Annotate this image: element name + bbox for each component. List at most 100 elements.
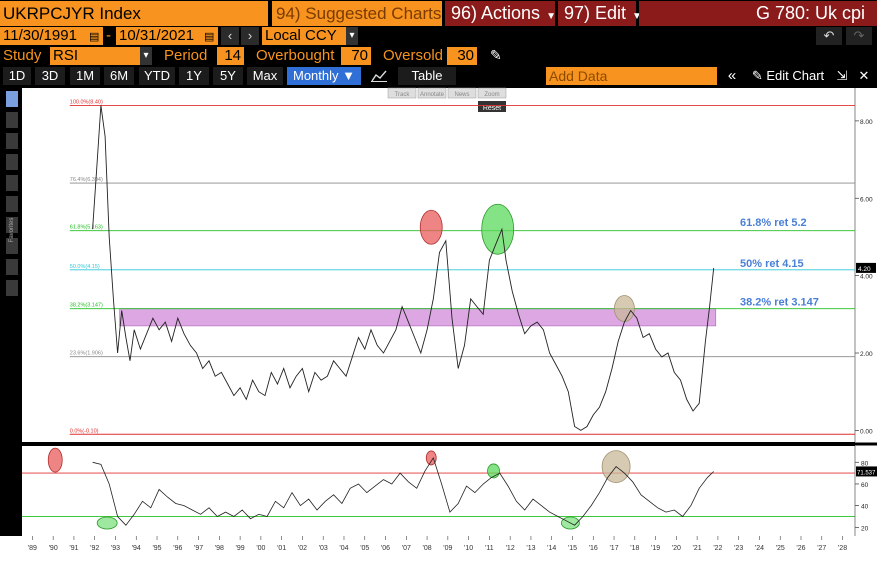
tf-1d[interactable]: 1D: [3, 67, 31, 85]
tf-max[interactable]: Max: [247, 67, 283, 85]
bar-tool-icon: [6, 175, 18, 191]
overbought-input[interactable]: 70: [341, 47, 371, 65]
calendar-icon: ▤: [89, 31, 100, 43]
calendar-icon: ▤: [204, 31, 215, 43]
peak-highlight-red: [419, 209, 443, 245]
x-tick-label: '20: [672, 545, 681, 552]
suggested-charts-button[interactable]: 94) Suggested Charts: [272, 1, 442, 26]
rsi-highlight-green: [96, 516, 118, 530]
add-data-placeholder: Add Data: [549, 68, 608, 84]
x-tick-label: '27: [817, 545, 826, 552]
y-tick-label: 8.00: [860, 119, 873, 126]
mini-tool-zoom: [477, 87, 507, 99]
redo-button[interactable]: ↷: [846, 27, 872, 45]
tf-ytd[interactable]: YTD: [139, 67, 175, 85]
x-tick-label: '25: [776, 545, 785, 552]
line-chart-icon[interactable]: [368, 67, 390, 85]
prev-period-button[interactable]: ‹: [221, 27, 239, 45]
add-data-input[interactable]: Add Data: [546, 67, 717, 85]
rsi-y-tick-label: 80: [861, 460, 869, 467]
chevron-left-icon: ‹: [227, 28, 233, 43]
x-tick-label: '12: [506, 545, 515, 552]
x-tick-label: '18: [630, 545, 639, 552]
x-tick-label: '08: [423, 545, 432, 552]
settings-icon[interactable]: ✕: [855, 67, 873, 85]
edit-chart-label: Edit Chart: [766, 68, 825, 83]
oversold-value: 30: [457, 47, 474, 64]
peak-highlight-green: [481, 203, 515, 255]
fib-level-label: 38.2%(3.147): [70, 303, 103, 309]
chevron-right-icon: ›: [247, 28, 253, 43]
chart-canvas[interactable]: Favorites Track Annotate News Zoom Reset 8.00 6…: [0, 85, 877, 564]
pencil-icon[interactable]: ✎: [490, 47, 502, 63]
fib-annotation: 50% ret 4.15: [740, 258, 804, 270]
chart-area[interactable]: Favorites Track Annotate News Zoom Reset 8.00 6…: [0, 85, 877, 564]
x-tick-label: '14: [547, 545, 556, 552]
start-date: 11/30/1991: [3, 27, 77, 44]
minus-tool-icon: [6, 259, 18, 275]
tf-3d[interactable]: 3D: [35, 67, 65, 85]
x-tick-label: '28: [838, 545, 847, 552]
undo-button[interactable]: ↶: [816, 27, 842, 45]
date-separator: -: [106, 27, 111, 44]
x-tick-label: '04: [339, 545, 348, 552]
actions-menu[interactable]: 96) Actions ▼: [445, 1, 556, 26]
pen-icon: [6, 112, 18, 128]
last-value-label: 4.20: [858, 266, 871, 273]
oversold-label: Oversold: [383, 47, 444, 64]
y-tick-label: 2.00: [860, 351, 873, 358]
x-tick-label: '94: [132, 545, 141, 552]
frequency-select[interactable]: Monthly ▼: [287, 67, 361, 85]
tf-5y[interactable]: 5Y: [213, 67, 243, 85]
mini-tool-annotate: [417, 87, 447, 99]
shade-tool-icon: [6, 280, 18, 296]
x-tick-label: '01: [277, 545, 286, 552]
fib-level-label: 76.4%(6.394): [70, 177, 103, 183]
y-tick-label: 6.00: [860, 196, 873, 203]
tf-1y[interactable]: 1Y: [179, 67, 209, 85]
edit-chart-pencil-icon: ✎: [751, 68, 763, 83]
x-tick-label: '09: [443, 545, 452, 552]
x-tick-label: '16: [589, 545, 598, 552]
x-tick-label: '26: [796, 545, 805, 552]
x-tick-label: '90: [49, 545, 58, 552]
x-tick-label: '21: [693, 545, 702, 552]
rsi-series-line: [92, 456, 714, 526]
edit-label: 97) Edit: [564, 3, 627, 23]
reset-button: [478, 101, 506, 112]
currency-select[interactable]: Local CCY: [262, 27, 346, 45]
start-date-field[interactable]: 11/30/1991 ▤: [0, 27, 103, 45]
study-label: Study: [3, 47, 42, 64]
mini-tool-label: Zoom: [484, 92, 499, 98]
fib-level-label: 23.6%(1.906): [70, 351, 103, 357]
study-select[interactable]: RSI: [50, 47, 140, 65]
chart-id-text: G 780: Uk cpi: [755, 3, 865, 23]
next-period-button[interactable]: ›: [241, 27, 259, 45]
table-button[interactable]: Table: [398, 67, 456, 85]
study-dropdown-icon[interactable]: ▾: [140, 47, 152, 65]
mini-tool-track: [387, 87, 417, 99]
actions-caret-icon: ▼: [546, 11, 556, 22]
x-tick-label: '24: [755, 545, 764, 552]
x-tick-label: '13: [526, 545, 535, 552]
collapse-icon[interactable]: «: [722, 67, 742, 85]
x-tick-label: '95: [152, 545, 161, 552]
edit-chart-button[interactable]: ✎ Edit Chart: [746, 67, 830, 85]
expand-chart-icon[interactable]: ⇲: [833, 67, 851, 85]
end-date-field[interactable]: 10/31/2021 ▤: [116, 27, 218, 45]
mini-tool-label: News: [454, 92, 469, 98]
x-tick-label: '96: [173, 545, 182, 552]
edit-menu[interactable]: 97) Edit ▼: [558, 1, 642, 26]
ticker-field[interactable]: UKRPCJYR Index: [0, 1, 268, 26]
x-tick-label: '93: [111, 545, 120, 552]
tf-1m[interactable]: 1M: [70, 67, 100, 85]
x-tick-label: '98: [215, 545, 224, 552]
x-tick-label: '02: [298, 545, 307, 552]
currency-value: Local CCY: [265, 27, 337, 44]
rsi-last-value-label: 71.537: [857, 470, 876, 476]
period-input[interactable]: 14: [217, 47, 244, 65]
currency-dropdown-icon[interactable]: ▾: [346, 27, 358, 45]
tf-6m[interactable]: 6M: [104, 67, 134, 85]
suggested-charts-label: 94) Suggested Charts: [276, 4, 442, 23]
oversold-input[interactable]: 30: [447, 47, 477, 65]
